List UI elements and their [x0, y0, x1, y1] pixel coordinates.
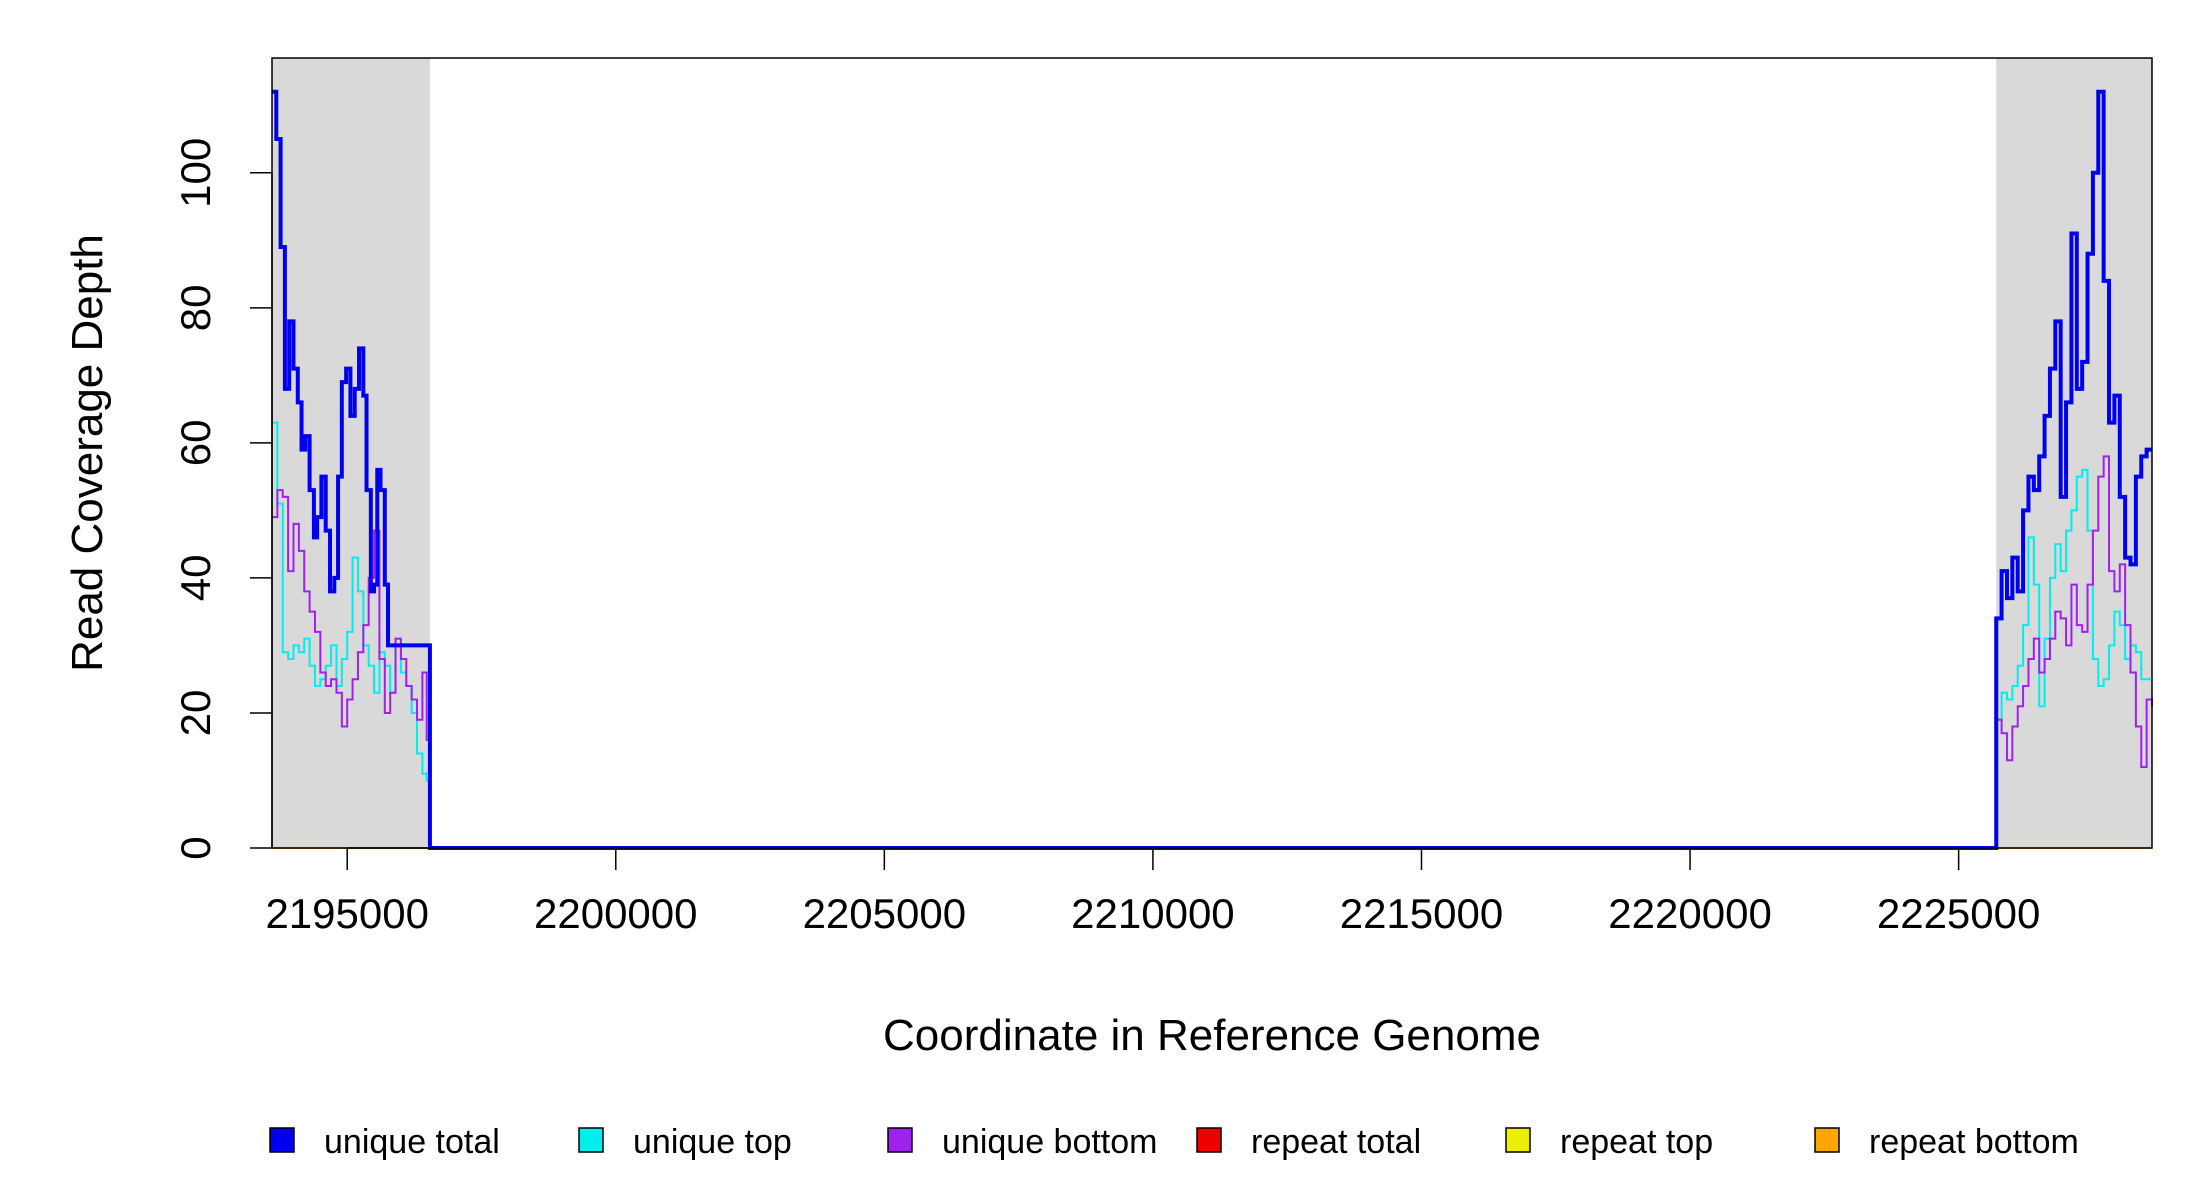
x-tick-label: 2215000 [1340, 890, 1504, 937]
legend-swatch-repeat-total [1196, 1127, 1222, 1153]
series-lines [272, 89, 2153, 850]
shaded-region-2 [1996, 58, 2152, 848]
series-line-unique-bottom [272, 455, 2153, 849]
legend-label-repeat-bottom: repeat bottom [1869, 1123, 2079, 1161]
legend-swatch-unique-total [269, 1127, 295, 1153]
series-line-unique-total [272, 89, 2152, 850]
x-tick-label: 2195000 [265, 890, 429, 937]
x-tick-label: 2205000 [803, 890, 967, 937]
y-tick-label: 100 [172, 138, 219, 208]
x-axis: 2195000 2200000 2205000 2210000 2215000 22200… [265, 847, 2041, 937]
x-tick-label: 2220000 [1608, 890, 1772, 937]
y-axis-label: Read Coverage Depth [63, 234, 112, 672]
legend-label-repeat-total: repeat total [1251, 1123, 1421, 1161]
legend-swatch-repeat-bottom [1814, 1127, 1840, 1153]
x-tick-label: 2200000 [534, 890, 698, 937]
legend-label-unique-top: unique top [633, 1123, 792, 1161]
legend-label-unique-bottom: unique bottom [942, 1123, 1158, 1161]
x-axis-label: Coordinate in Reference Genome [883, 1011, 1541, 1060]
legend-swatch-repeat-top [1505, 1127, 1531, 1153]
y-tick-label: 20 [172, 690, 219, 737]
legend-label-unique-total: unique total [324, 1123, 500, 1161]
y-tick-label: 80 [172, 284, 219, 331]
legend-swatch-unique-top [578, 1127, 604, 1153]
y-tick-label: 60 [172, 420, 219, 467]
x-tick-label: 2225000 [1877, 890, 2041, 937]
y-tick-label: 0 [172, 836, 219, 859]
legend: unique total unique top unique bottom repea… [269, 1123, 2079, 1161]
legend-swatch-unique-bottom [887, 1127, 913, 1153]
x-tick-label: 2210000 [1071, 890, 1235, 937]
shaded-region-1 [272, 58, 430, 848]
legend-label-repeat-top: repeat top [1560, 1123, 1713, 1161]
plot-frame [271, 57, 2153, 849]
y-axis: 0 20 40 60 80 100 [172, 138, 273, 860]
series-line-unique-top [272, 421, 2152, 849]
y-tick-label: 40 [172, 555, 219, 602]
shaded-regions [272, 58, 2152, 848]
